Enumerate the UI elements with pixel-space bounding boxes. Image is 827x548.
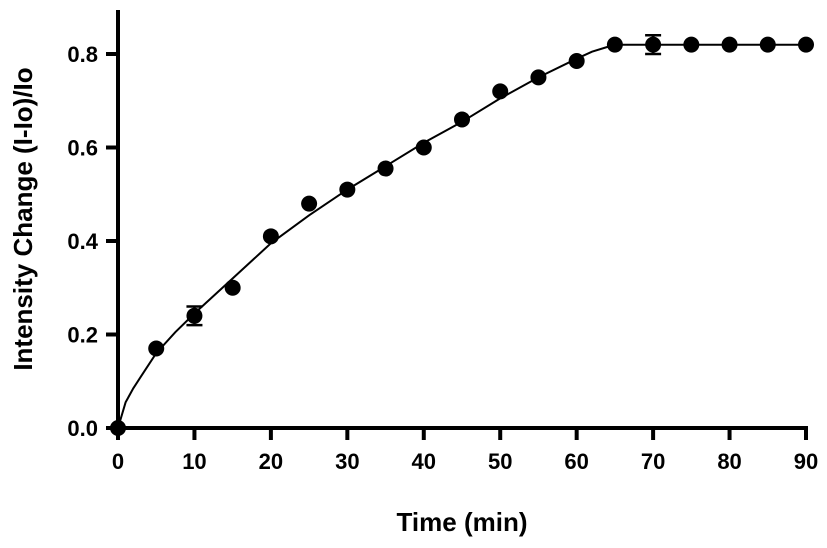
- data-point: [339, 181, 356, 198]
- data-point: [759, 36, 776, 53]
- data-point: [530, 69, 547, 86]
- data-point: [262, 228, 279, 245]
- fit-curve: [117, 43, 806, 429]
- data-point: [568, 53, 585, 70]
- data-point: [186, 307, 203, 324]
- x-tick-label: 0: [112, 449, 124, 474]
- data-point: [224, 279, 241, 296]
- error-bars-group: [186, 34, 662, 327]
- fit-curve-group: [117, 43, 806, 429]
- x-tick-label: 10: [182, 449, 206, 474]
- data-point: [377, 160, 394, 177]
- data-point: [683, 36, 700, 53]
- y-tick-label: 0.2: [67, 323, 98, 348]
- data-point: [301, 195, 318, 212]
- x-tick-label: 30: [335, 449, 359, 474]
- x-tick-label: 40: [412, 449, 436, 474]
- x-tick-label: 20: [259, 449, 283, 474]
- data-point: [415, 139, 432, 156]
- x-tick-label: 70: [641, 449, 665, 474]
- x-tick-label: 50: [488, 449, 512, 474]
- y-tick-label: 0.8: [67, 42, 98, 67]
- x-axis-title: Time (min): [397, 507, 528, 537]
- data-points-group: [110, 36, 814, 436]
- x-tick-label: 80: [717, 449, 741, 474]
- y-tick-label: 0.4: [67, 229, 98, 254]
- data-point: [721, 36, 738, 53]
- data-point: [645, 36, 662, 53]
- data-point: [492, 83, 509, 100]
- data-point: [798, 36, 814, 53]
- axes-group: 0 10 20 30 40 50 60 70 80 90 0.0 0.2 0.4 0.6 0.8: [67, 10, 818, 474]
- y-tick-label: 0.6: [67, 136, 98, 161]
- x-tick-label: 60: [564, 449, 588, 474]
- y-axis-title: Intensity Change (I-Io)/Io: [8, 67, 38, 370]
- data-point: [148, 340, 165, 357]
- data-point: [454, 111, 470, 128]
- y-tick-label: 0.0: [67, 416, 98, 441]
- data-point: [606, 36, 623, 53]
- x-tick-label: 90: [794, 449, 818, 474]
